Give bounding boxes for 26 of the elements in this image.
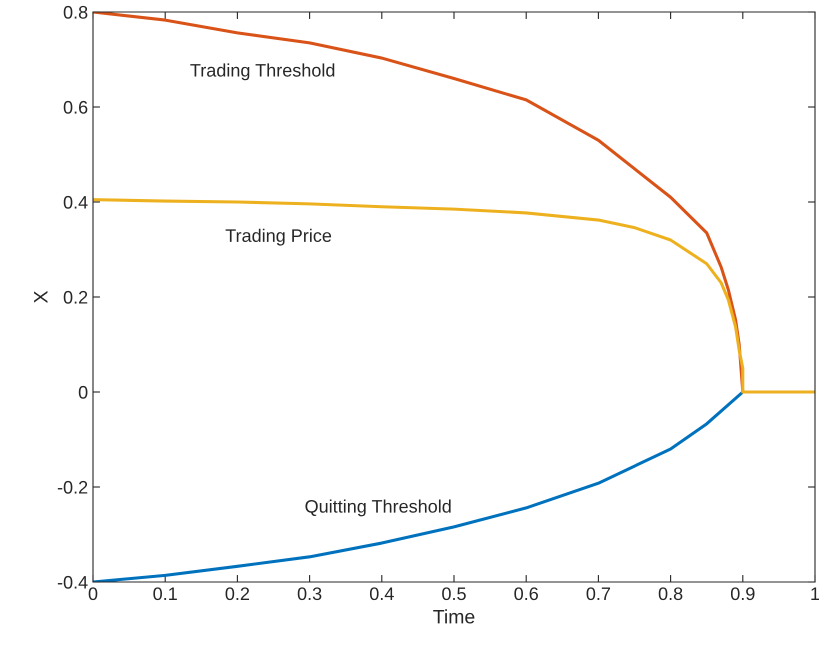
line-series [93,12,744,394]
x-axis-title: Time [433,609,474,624]
line-series [93,198,815,394]
x-tick-label: 0 [88,587,98,600]
series-label: Quitting Threshold [305,499,451,516]
x-tick-label: 0.4 [370,587,394,600]
x-tick-label: 0.6 [514,587,538,600]
x-tick-label: 0.8 [658,587,682,600]
y-tick-label: 0.8 [64,6,88,19]
y-axis-title: X [34,290,48,304]
y-tick-label: 0 [78,386,88,399]
x-tick-label: 0.1 [153,587,177,600]
x-tick-label: 0.5 [442,587,466,600]
x-tick-label: 1 [811,588,819,600]
series-label: Trading Price [226,228,332,246]
y-tick-label: -0.4 [58,576,88,589]
x-tick-label: 0.7 [586,587,610,600]
y-tick-label: -0.2 [58,480,88,494]
line-series [93,390,744,582]
x-tick-label: 0.3 [298,587,322,600]
x-tick-label: 0.9 [730,587,754,600]
y-tick-label: 0.4 [64,196,88,209]
x-tick-label: 0.2 [226,587,250,600]
series-label: Trading Threshold [190,63,334,80]
y-tick-label: 0.6 [64,100,88,114]
y-tick-label: 0.2 [64,290,88,304]
